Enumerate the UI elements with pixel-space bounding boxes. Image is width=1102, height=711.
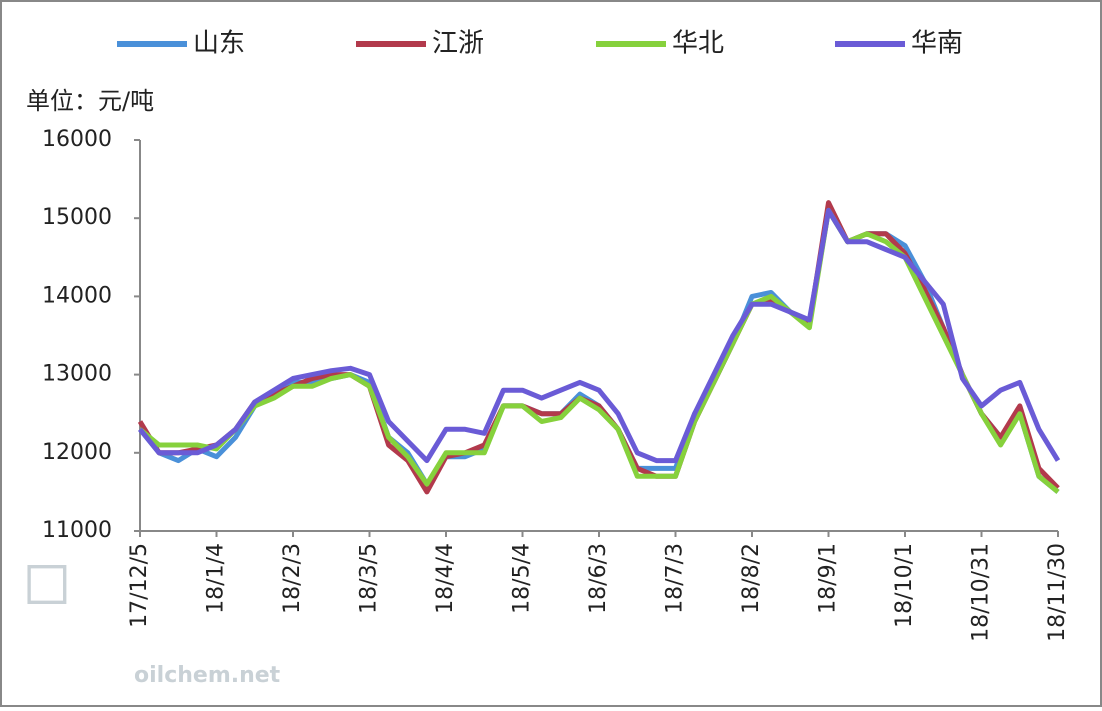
x-tick-label: 17/12/5 [127,543,152,628]
x-tick-label: 18/8/2 [739,543,764,614]
x-tick-label: 18/4/4 [433,543,458,614]
watermark: oilchem.net [134,663,281,688]
legend-label: 山东 [193,29,245,59]
x-tick-label: 18/10/1 [892,543,917,628]
x-tick-label: 18/5/4 [510,543,535,614]
watermark-logo: ◻ [22,545,72,615]
y-tick-label: 11000 [42,518,112,543]
x-tick-label: 18/9/1 [816,543,841,614]
y-tick-label: 12000 [42,440,112,465]
series-line [138,207,1061,464]
legend-label: 华北 [672,29,724,59]
x-tick-label: 18/6/3 [586,543,611,614]
x-tick-label: 18/1/4 [204,543,229,614]
legend-label: 华南 [911,29,963,59]
x-tick-label: 18/3/5 [357,543,382,614]
x-tick-label: 18/11/30 [1045,543,1070,642]
y-tick-label: 13000 [42,362,112,387]
x-tick-label: 18/7/3 [663,543,688,614]
unit-label: 单位：元/吨 [26,87,154,115]
y-tick-label: 16000 [42,127,112,152]
x-tick-label: 18/2/3 [280,543,305,614]
legend-label: 江浙 [432,29,484,59]
y-tick-label: 14000 [42,283,112,308]
x-tick-label: 18/10/31 [969,543,994,642]
y-tick-label: 15000 [42,205,112,230]
